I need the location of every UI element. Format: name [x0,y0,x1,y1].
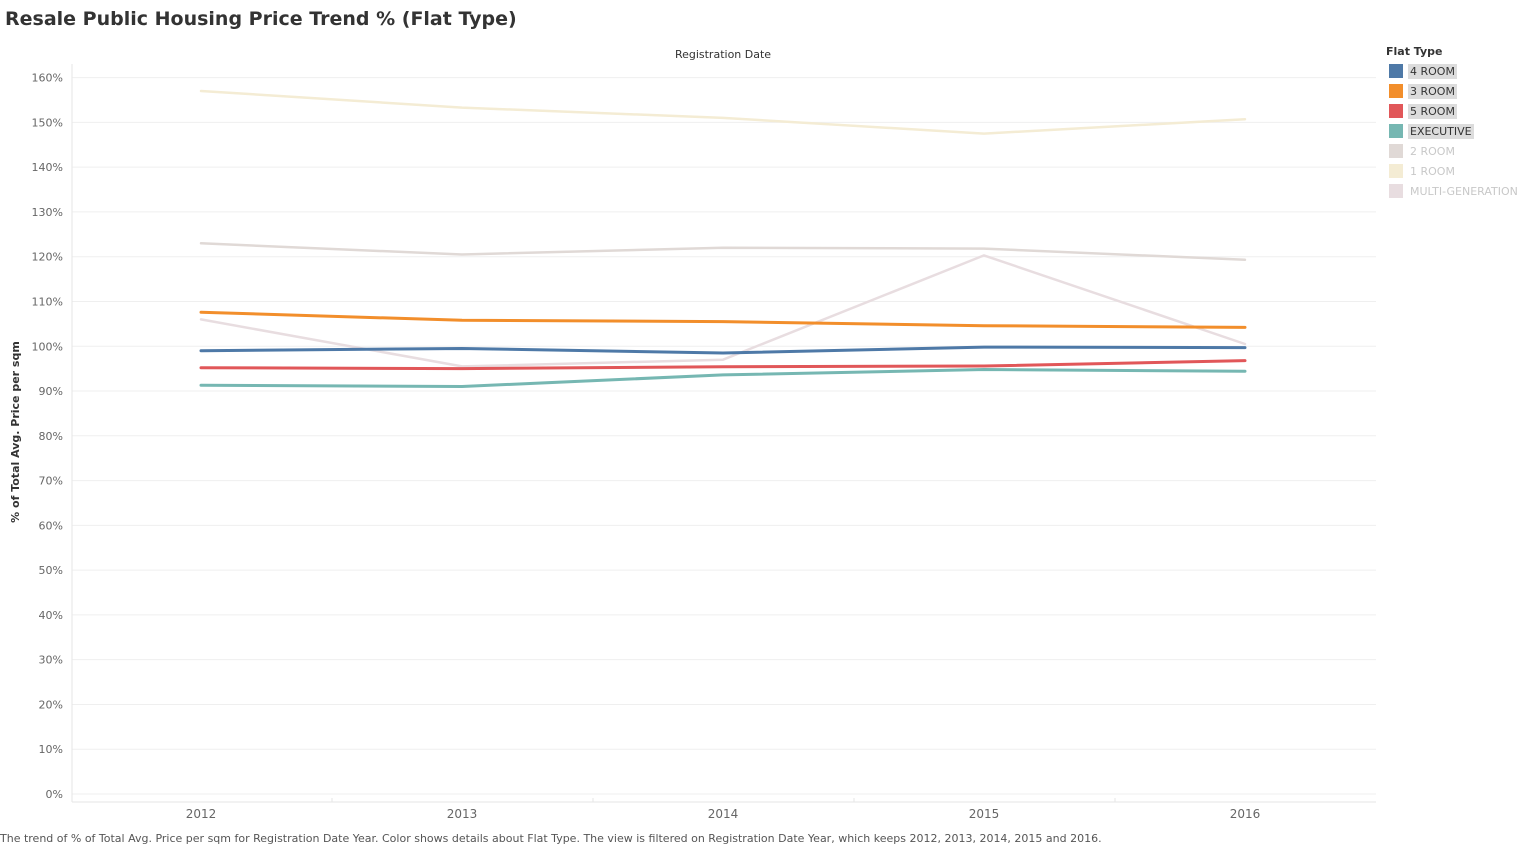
y-tick-label: 80% [39,430,63,443]
legend-label: MULTI-GENERATION [1410,184,1518,198]
legend-items: 4 ROOM 3 ROOM 5 ROOM EXECUTIVE 2 ROOM 1 ROOM M… [1386,61,1527,201]
legend-label: 5 ROOM [1408,103,1457,119]
y-tick-label: 10% [39,743,63,756]
legend-label: 2 ROOM [1410,144,1455,158]
series-line-4-room[interactable] [199,345,1247,355]
series-line-3-room[interactable] [199,310,1247,329]
y-tick-label: 140% [32,161,63,174]
y-tick-label: 150% [32,116,63,129]
x-tick-label: 2014 [708,807,739,821]
series-line-5-room[interactable] [199,359,1247,371]
y-tick-label: 30% [39,654,63,667]
legend-item-2-room[interactable]: 2 ROOM [1386,141,1527,161]
x-tick-label: 2013 [447,807,478,821]
series-lines[interactable] [199,89,1247,388]
series-line-2-room[interactable] [199,242,1247,262]
y-tick-label: 160% [32,72,63,85]
x-tick-label: 2012 [186,807,217,821]
y-tick-label: 130% [32,206,63,219]
legend-swatch [1389,64,1403,78]
legend-swatch [1389,124,1403,138]
legend-label: EXECUTIVE [1408,123,1474,139]
legend-label: 1 ROOM [1410,164,1455,178]
y-tick-label: 70% [39,475,63,488]
legend-label: 4 ROOM [1408,63,1457,79]
legend-swatch [1389,104,1403,118]
legend-item-multi-generation[interactable]: MULTI-GENERATION [1386,181,1527,201]
x-tick-label: 2015 [969,807,1000,821]
y-tick-label: 50% [39,564,63,577]
legend-swatch [1389,84,1403,98]
y-tick-label: 0% [46,788,63,801]
x-tick-label: 2016 [1230,807,1261,821]
series-line-1-room[interactable] [199,89,1247,135]
y-tick-label: 20% [39,698,63,711]
y-tick-label: 40% [39,609,63,622]
y-axis-title: % of Total Avg. Price per sqm [9,341,22,523]
legend-label: 3 ROOM [1408,83,1457,99]
series-line-executive[interactable] [199,368,1247,388]
legend: Flat Type 4 ROOM 3 ROOM 5 ROOM EXECUTIVE 2 R… [1386,45,1527,201]
y-tick-label: 100% [32,340,63,353]
legend-item-1-room[interactable]: 1 ROOM [1386,161,1527,181]
legend-item-4-room[interactable]: 4 ROOM [1386,61,1527,81]
chart-caption: The trend of % of Total Avg. Price per s… [0,832,1102,845]
legend-swatch [1389,184,1403,198]
legend-item-3-room[interactable]: 3 ROOM [1386,81,1527,101]
y-tick-label: 110% [32,295,63,308]
y-tick-label: 120% [32,251,63,264]
y-tick-label: 90% [39,385,63,398]
axes: 0% 10% 20% 30% 40% 50% 60% 70% 80% 90% 100% 110% 120… [9,48,1376,821]
legend-item-5-room[interactable]: 5 ROOM [1386,101,1527,121]
chart-title: Resale Public Housing Price Trend % (Fla… [5,8,517,30]
x-axis-title: Registration Date [675,48,771,61]
legend-swatch [1389,144,1403,158]
legend-swatch [1389,164,1403,178]
y-tick-label: 60% [39,519,63,532]
gridlines [72,77,1376,795]
legend-item-executive[interactable]: EXECUTIVE [1386,121,1527,141]
legend-title: Flat Type [1386,45,1443,58]
